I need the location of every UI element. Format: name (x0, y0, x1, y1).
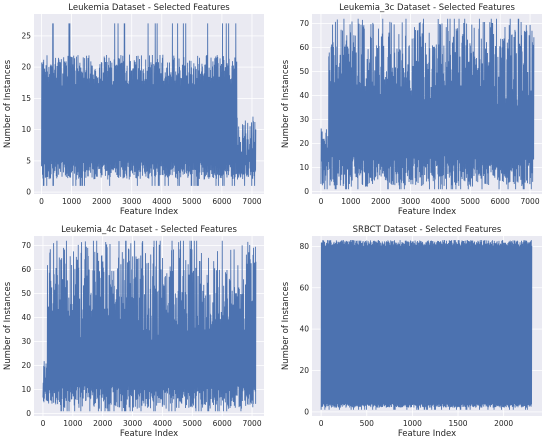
series-line (42, 240, 257, 412)
chart-title: Leukemia_3c Dataset - Selected Features (339, 3, 515, 13)
x-tick-label: 5000 (183, 419, 202, 428)
x-tick-label: 7000 (242, 197, 261, 206)
y-tick-label: 20 (299, 139, 309, 148)
subplot-leukemia: 0 1000 2000 3000 4000 5000 6000 7000 0 5 10 15 20 25 L… (3, 3, 264, 217)
x-tick-label: 7000 (243, 419, 262, 428)
x-axis-label: Feature Index (120, 207, 178, 217)
x-tick-label: 1500 (448, 419, 467, 428)
y-axis-label: Number of Instances (281, 281, 291, 370)
y-tick-label: 80 (299, 242, 309, 251)
x-tick-label: 4000 (152, 197, 171, 206)
x-tick-label: 2000 (92, 197, 111, 206)
x-tick-label: 6000 (213, 419, 232, 428)
y-axis-label: Number of Instances (3, 59, 13, 148)
x-tick-label: 7000 (521, 197, 540, 206)
y-axis-label: Number of Instances (281, 59, 291, 148)
x-axis-label: Feature Index (120, 429, 178, 439)
y-tick-label: 50 (21, 289, 31, 298)
y-tick-label: 70 (21, 241, 31, 250)
y-tick-label: 20 (21, 361, 31, 370)
y-tick-label: 0 (26, 188, 31, 197)
chart-title: SRBCT Dataset - Selected Features (353, 225, 502, 235)
series-line (41, 23, 257, 186)
x-tick-label: 6000 (212, 197, 231, 206)
x-tick-label: 0 (39, 197, 44, 206)
y-tick-label: 25 (21, 31, 31, 40)
y-tick-label: 50 (299, 67, 309, 76)
y-axis-label: Number of Instances (3, 281, 13, 370)
y-tick-label: 30 (299, 115, 309, 124)
y-tick-label: 40 (299, 325, 309, 334)
y-tick-label: 10 (299, 163, 309, 172)
y-tick-label: 30 (21, 337, 31, 346)
series-line (320, 240, 533, 410)
x-tick-label: 2000 (93, 419, 112, 428)
y-tick-label: 60 (21, 265, 31, 274)
y-tick-label: 0 (304, 187, 309, 196)
y-tick-label: 20 (21, 63, 31, 72)
chart-title: Leukemia Dataset - Selected Features (68, 3, 230, 13)
y-tick-label: 40 (299, 91, 309, 100)
x-tick-label: 0 (319, 419, 324, 428)
x-axis-label: Feature Index (398, 207, 456, 217)
subplot-leukemia-4c: 0 1000 2000 3000 4000 5000 6000 7000 0 10 20 30 40 50… (3, 225, 264, 439)
x-tick-label: 5000 (461, 197, 480, 206)
y-tick-label: 70 (299, 19, 309, 28)
y-tick-label: 0 (304, 407, 309, 416)
y-tick-label: 10 (21, 125, 31, 134)
y-tick-label: 60 (299, 43, 309, 52)
x-tick-label: 6000 (491, 197, 510, 206)
x-tick-label: 3000 (122, 197, 141, 206)
y-tick-label: 40 (21, 313, 31, 322)
x-tick-label: 2000 (371, 197, 390, 206)
y-tick-label: 20 (299, 366, 309, 375)
x-tick-label: 3000 (401, 197, 420, 206)
x-tick-label: 0 (41, 419, 46, 428)
x-tick-label: 1000 (63, 419, 82, 428)
y-tick-label: 5 (26, 156, 31, 165)
subplot-leukemia-3c: 0 1000 2000 3000 4000 5000 6000 7000 0 10 20 30 40 50… (281, 3, 542, 217)
x-tick-label: 1000 (62, 197, 81, 206)
x-tick-label: 4000 (153, 419, 172, 428)
series-line (320, 18, 535, 190)
y-tick-label: 60 (299, 283, 309, 292)
x-tick-label: 5000 (182, 197, 201, 206)
x-axis-label: Feature Index (398, 429, 456, 439)
x-tick-label: 0 (319, 197, 324, 206)
x-tick-label: 1000 (341, 197, 360, 206)
subplot-srbct: 0 500 1000 1500 2000 0 20 40 60 80 SRBCT Dataset -… (281, 225, 542, 439)
y-tick-label: 0 (26, 409, 31, 418)
x-tick-label: 4000 (431, 197, 450, 206)
x-tick-label: 3000 (123, 419, 142, 428)
x-tick-label: 2000 (494, 419, 513, 428)
chart-title: Leukemia_4c Dataset - Selected Features (61, 225, 237, 235)
x-tick-label: 500 (360, 419, 375, 428)
y-tick-label: 10 (21, 385, 31, 394)
y-tick-label: 15 (21, 94, 31, 103)
x-tick-label: 1000 (403, 419, 422, 428)
